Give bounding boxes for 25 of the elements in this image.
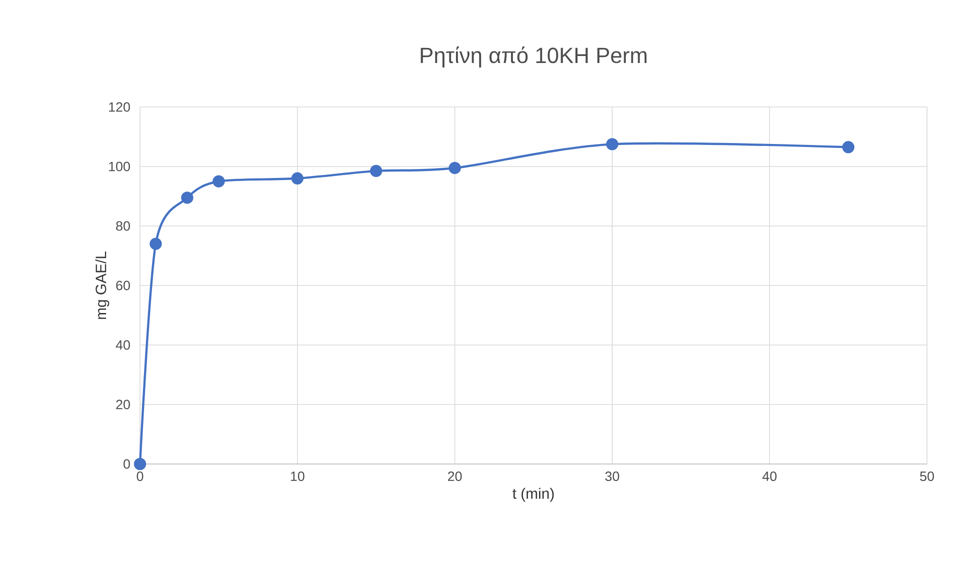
point [291,172,304,184]
point [134,458,146,470]
x-tick-label: 10 [290,472,304,482]
y-tick-label: 40 [116,340,130,350]
y-tick-label: 80 [116,221,130,231]
y-axis-title: mg GAE/L [95,252,110,319]
point [842,141,854,154]
y-tick-label: 100 [109,162,130,172]
x-tick-label: 50 [920,472,934,482]
y-tick-label: 20 [116,400,130,410]
x-tick-label: 0 [136,472,144,482]
point [150,238,162,250]
x-tick-label: 30 [605,472,620,482]
point [448,162,461,174]
point [212,175,225,188]
x-axis-title: t (min) [512,488,554,502]
point [606,138,618,150]
y-tick-label: 0 [124,459,130,469]
y-tick-label: 60 [116,280,130,290]
chart-title: Ρητίνη από 10KH Perm [420,46,646,68]
y-tick-label: 120 [109,102,130,112]
point [370,164,382,178]
x-tick-label: 20 [448,472,462,482]
point [181,192,194,204]
x-tick-label: 40 [762,472,777,482]
